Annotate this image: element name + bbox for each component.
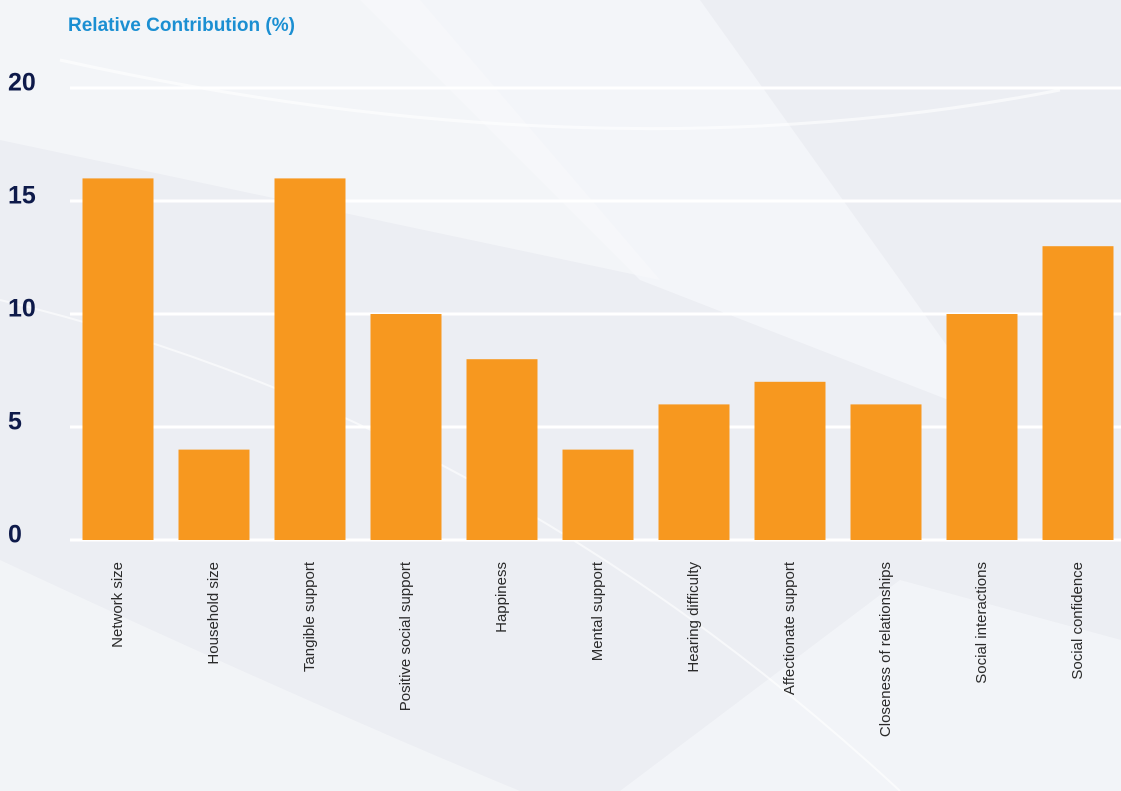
bar — [946, 314, 1018, 540]
x-tick-label: Hearing difficulty — [685, 562, 702, 673]
x-tick-label: Social confidence — [1069, 562, 1086, 680]
bar — [562, 449, 634, 540]
x-tick-label: Positive social support — [397, 561, 414, 711]
bar — [274, 178, 346, 540]
x-tick-label: Household size — [205, 562, 222, 665]
x-tick-label: Affectionate support — [781, 561, 798, 695]
x-tick-label: Network size — [109, 562, 126, 648]
bar — [82, 178, 154, 540]
bar — [370, 314, 442, 540]
y-tick-label: 20 — [8, 69, 36, 97]
bar — [754, 381, 826, 540]
x-tick-label: Social interactions — [973, 562, 990, 684]
x-tick-label: Tangible support — [301, 561, 318, 672]
bar — [850, 404, 922, 540]
y-tick-label: 10 — [8, 295, 36, 323]
x-tick-label: Closeness of relationships — [877, 562, 894, 737]
bar — [466, 359, 538, 540]
bar — [1042, 246, 1114, 540]
x-tick-label: Happiness — [493, 562, 510, 633]
bar — [178, 449, 250, 540]
x-tick-label: Mental support — [589, 561, 606, 661]
y-tick-label: 15 — [8, 182, 36, 210]
y-tick-label: 0 — [8, 521, 22, 549]
y-tick-label: 5 — [8, 408, 22, 436]
chart-title: Relative Contribution (%) — [68, 15, 295, 36]
bar — [658, 404, 730, 540]
